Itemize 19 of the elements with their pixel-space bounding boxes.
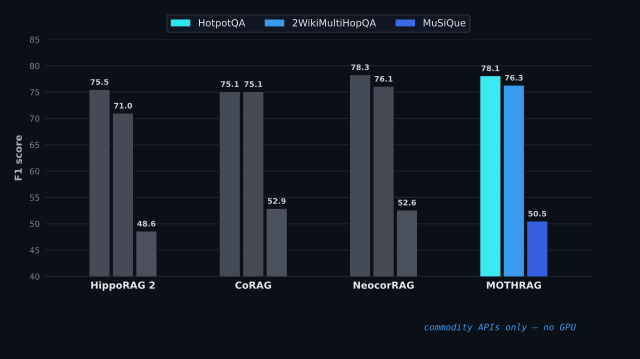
y-tick-label: 50 (30, 220, 40, 228)
x-tick-label: MOTHRAG (486, 281, 541, 289)
y-tick-label: 45 (30, 247, 40, 254)
text: commodity APIs only — no GPU (424, 323, 576, 332)
y-tick-label: 65 (30, 142, 40, 148)
y-tick-label: 80 (30, 62, 40, 70)
y-tick-label: 40 (30, 273, 40, 280)
y-tick-label: 85 (30, 36, 40, 43)
x-tick-label: CoRAG (235, 281, 271, 289)
y-tick-label: 70 (30, 115, 40, 122)
legend-label: 2WikiMultiHopQA (292, 18, 376, 28)
legend-label: MuSiQue (424, 18, 466, 28)
y-tick-label: 60 (30, 168, 40, 174)
y-tick-label: 75 (30, 89, 40, 96)
x-tick-label: HippoRAG 2 (91, 281, 155, 291)
y-tick-label: 55 (30, 194, 40, 201)
x-tick-label: NeocorRAG (354, 281, 414, 289)
legend-label: HotpotQA (198, 19, 246, 28)
y-axis-title: F1 score (14, 135, 22, 180)
